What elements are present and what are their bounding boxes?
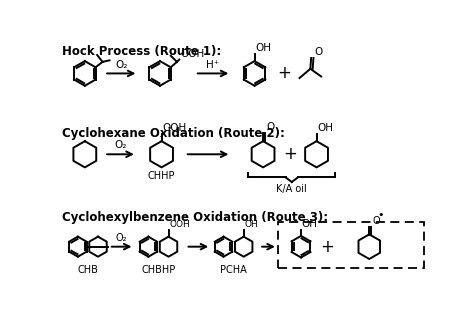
Text: OH: OH [255,43,271,53]
Text: O₂: O₂ [115,59,128,70]
Text: +: + [277,65,291,82]
Text: O₂: O₂ [114,140,127,151]
Text: OH: OH [317,124,333,133]
Text: CHHP: CHHP [148,171,175,181]
Text: CHB: CHB [77,265,99,275]
Text: O₂: O₂ [116,233,128,243]
Text: OH: OH [245,220,258,229]
Text: OOH: OOH [162,124,187,133]
Text: Cyclohexylbenzene Oxidation (Route 3):: Cyclohexylbenzene Oxidation (Route 3): [63,211,328,224]
Text: OOH: OOH [180,49,204,59]
Text: PCHA: PCHA [220,265,247,275]
Text: •: • [378,210,384,220]
Text: K/A oil: K/A oil [276,183,307,194]
Text: O: O [314,47,322,57]
Text: H⁺: H⁺ [207,59,220,70]
Text: O: O [373,216,380,226]
Text: CHBHP: CHBHP [141,265,175,275]
Text: OH: OH [302,219,318,229]
Text: O: O [266,122,274,132]
Text: Hock Process (Route 1):: Hock Process (Route 1): [63,45,222,58]
Bar [278,222,423,268]
Text: Cyclohexane Oxidation (Route 2):: Cyclohexane Oxidation (Route 2): [63,127,285,139]
Text: +: + [320,238,334,256]
Text: OOH: OOH [169,220,190,229]
Text: +: + [283,145,297,163]
